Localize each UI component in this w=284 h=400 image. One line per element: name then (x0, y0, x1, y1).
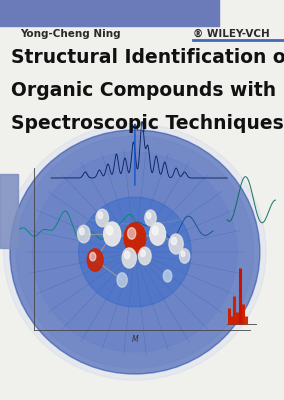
Circle shape (163, 270, 172, 282)
Text: z: z (141, 127, 144, 133)
Circle shape (150, 223, 166, 245)
Circle shape (80, 228, 84, 235)
Circle shape (124, 223, 146, 253)
Circle shape (169, 234, 183, 254)
Circle shape (104, 222, 121, 246)
Circle shape (179, 249, 190, 263)
Circle shape (90, 252, 96, 261)
Ellipse shape (32, 152, 237, 352)
Circle shape (171, 237, 177, 245)
Text: M: M (131, 335, 138, 344)
Circle shape (124, 251, 130, 259)
Bar (0, 174, 18, 248)
Text: Yong-Cheng Ning: Yong-Cheng Ning (20, 29, 120, 39)
Circle shape (106, 226, 113, 235)
Circle shape (87, 249, 103, 271)
Circle shape (145, 210, 156, 226)
Ellipse shape (16, 136, 254, 368)
Circle shape (128, 228, 136, 239)
Circle shape (117, 273, 127, 287)
Circle shape (122, 248, 136, 268)
Text: ® WILEY-VCH: ® WILEY-VCH (193, 29, 270, 39)
Ellipse shape (4, 124, 266, 380)
Ellipse shape (10, 130, 260, 374)
Bar (0, 0, 219, 26)
Circle shape (147, 212, 151, 219)
Circle shape (181, 251, 185, 256)
Text: Structural Identification of: Structural Identification of (11, 48, 284, 67)
Circle shape (139, 247, 151, 265)
Circle shape (98, 212, 103, 219)
Ellipse shape (79, 197, 191, 307)
Circle shape (152, 226, 158, 235)
Text: Spectroscopic Techniques: Spectroscopic Techniques (11, 114, 284, 134)
Text: Organic Compounds with: Organic Compounds with (11, 81, 277, 100)
Circle shape (141, 250, 145, 257)
Circle shape (78, 225, 90, 243)
Circle shape (96, 209, 108, 227)
